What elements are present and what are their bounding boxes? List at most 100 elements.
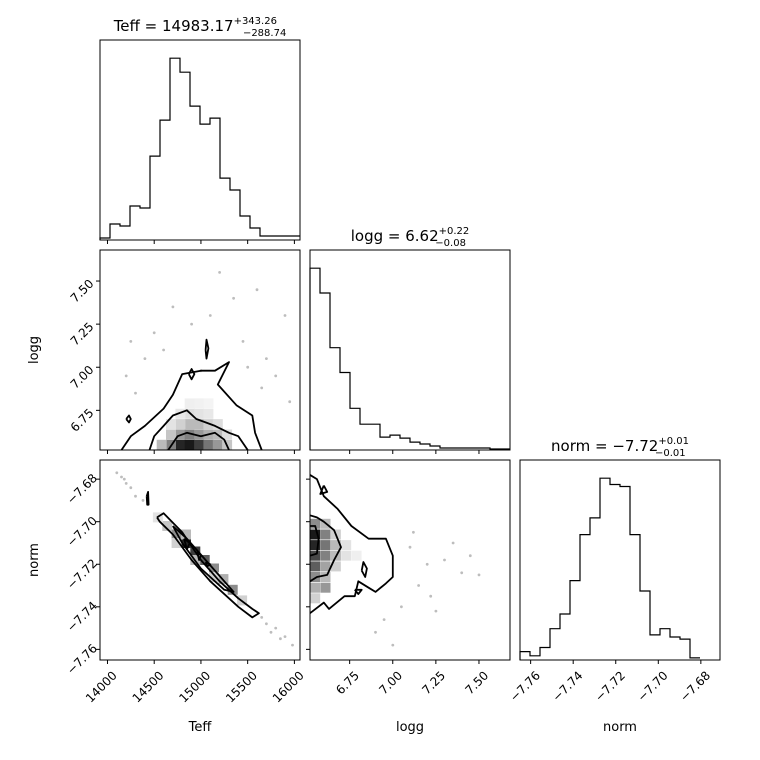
sample-point — [265, 622, 268, 626]
sample-point — [232, 296, 236, 300]
density-cell — [320, 582, 331, 593]
sample-point — [255, 288, 259, 292]
sample-point — [124, 374, 128, 378]
sample-point — [477, 573, 481, 577]
density-cell — [184, 398, 195, 409]
density-cell — [194, 439, 205, 450]
density-cell — [175, 408, 186, 419]
title-label: logg — [351, 227, 383, 245]
hist-panel-logg: logg = 6.62+0.22 −0.08 — [309, 226, 511, 454]
contour-line — [148, 409, 249, 450]
sample-point — [141, 499, 145, 502]
title-plus: +0.01 — [658, 436, 689, 447]
contour-line — [354, 588, 363, 595]
panel-content — [120, 271, 292, 450]
density-cell — [166, 429, 176, 440]
y-axis-label-norm: norm — [27, 543, 42, 577]
contour-line — [196, 550, 202, 561]
sample-point — [134, 494, 137, 498]
title-value: −7.72 — [612, 437, 658, 455]
density-cell — [175, 419, 186, 430]
sample-point — [124, 482, 128, 485]
title-equals: = — [383, 227, 405, 245]
density-cell — [310, 540, 321, 551]
density-cell — [310, 529, 321, 540]
contour-line — [167, 431, 230, 450]
panel-norm_vs_Teff — [96, 459, 301, 664]
density-cell — [171, 538, 182, 548]
density-cell — [310, 593, 321, 604]
density-cell — [194, 398, 205, 409]
density-cell — [194, 408, 205, 419]
density-cell — [203, 439, 214, 450]
axes-frame — [519, 459, 721, 661]
density-cell — [194, 419, 205, 430]
density-cell — [310, 582, 321, 593]
contour-line — [360, 561, 368, 578]
density-cell — [310, 550, 321, 561]
density-cell — [341, 540, 352, 551]
sample-point — [246, 365, 250, 369]
density-cell — [203, 398, 214, 409]
sample-point — [122, 477, 126, 481]
sample-point — [374, 630, 377, 634]
axes-frame — [309, 249, 511, 451]
density-cell — [156, 439, 167, 450]
density-cell — [320, 572, 331, 582]
sample-point — [274, 374, 278, 378]
sample-point — [468, 554, 472, 558]
sample-point — [129, 340, 133, 343]
sample-point — [283, 635, 287, 638]
panel-content — [115, 471, 294, 647]
title-minus: −0.08 — [435, 238, 466, 249]
sample-point — [152, 331, 156, 335]
sample-point — [434, 609, 438, 613]
sample-point — [429, 594, 433, 598]
axes-frame — [99, 39, 301, 241]
contour-line — [204, 338, 210, 360]
contour-line — [204, 561, 212, 568]
sample-point — [400, 605, 403, 609]
contour-line — [145, 491, 150, 506]
density-cell — [320, 550, 331, 561]
axes-frame — [309, 459, 511, 661]
axes-frame — [99, 459, 301, 661]
hist-panel-Teff: Teff = 14983.17+343.26 −288.74 — [99, 16, 301, 244]
density-cell — [341, 550, 352, 561]
sample-point — [260, 616, 264, 619]
sample-point — [274, 626, 278, 630]
sample-point — [417, 584, 420, 587]
panel-content — [310, 474, 481, 647]
sample-point — [279, 637, 282, 641]
panel-logg_vs_Teff — [96, 249, 301, 454]
title-logg: logg = 6.62+0.22 −0.08 — [351, 226, 470, 249]
sample-point — [218, 271, 222, 274]
density-cell — [194, 429, 205, 440]
axes-frame — [99, 249, 301, 451]
sample-point — [425, 562, 429, 566]
sample-point — [291, 643, 294, 647]
sample-point — [391, 643, 395, 647]
contour-line — [183, 537, 191, 551]
x-axis-label-Teff: Teff — [188, 720, 213, 735]
sample-point — [115, 471, 119, 475]
density-cell — [351, 550, 362, 561]
density-cell — [320, 561, 331, 572]
sample-point — [269, 630, 273, 634]
sample-point — [451, 541, 455, 545]
sample-point — [241, 340, 245, 343]
sample-point — [412, 530, 415, 534]
title-label: Teff — [113, 17, 141, 35]
density-cell — [320, 540, 331, 551]
density-cell — [320, 529, 331, 540]
sample-point — [129, 486, 133, 490]
density-cell — [330, 540, 341, 551]
density-cell — [209, 572, 219, 582]
density-cell — [175, 439, 186, 450]
x-axis-label-logg: logg — [396, 720, 424, 735]
histogram-norm — [519, 477, 700, 660]
density-cell — [184, 439, 195, 450]
contour-line — [310, 474, 394, 614]
density-cell — [310, 518, 321, 529]
